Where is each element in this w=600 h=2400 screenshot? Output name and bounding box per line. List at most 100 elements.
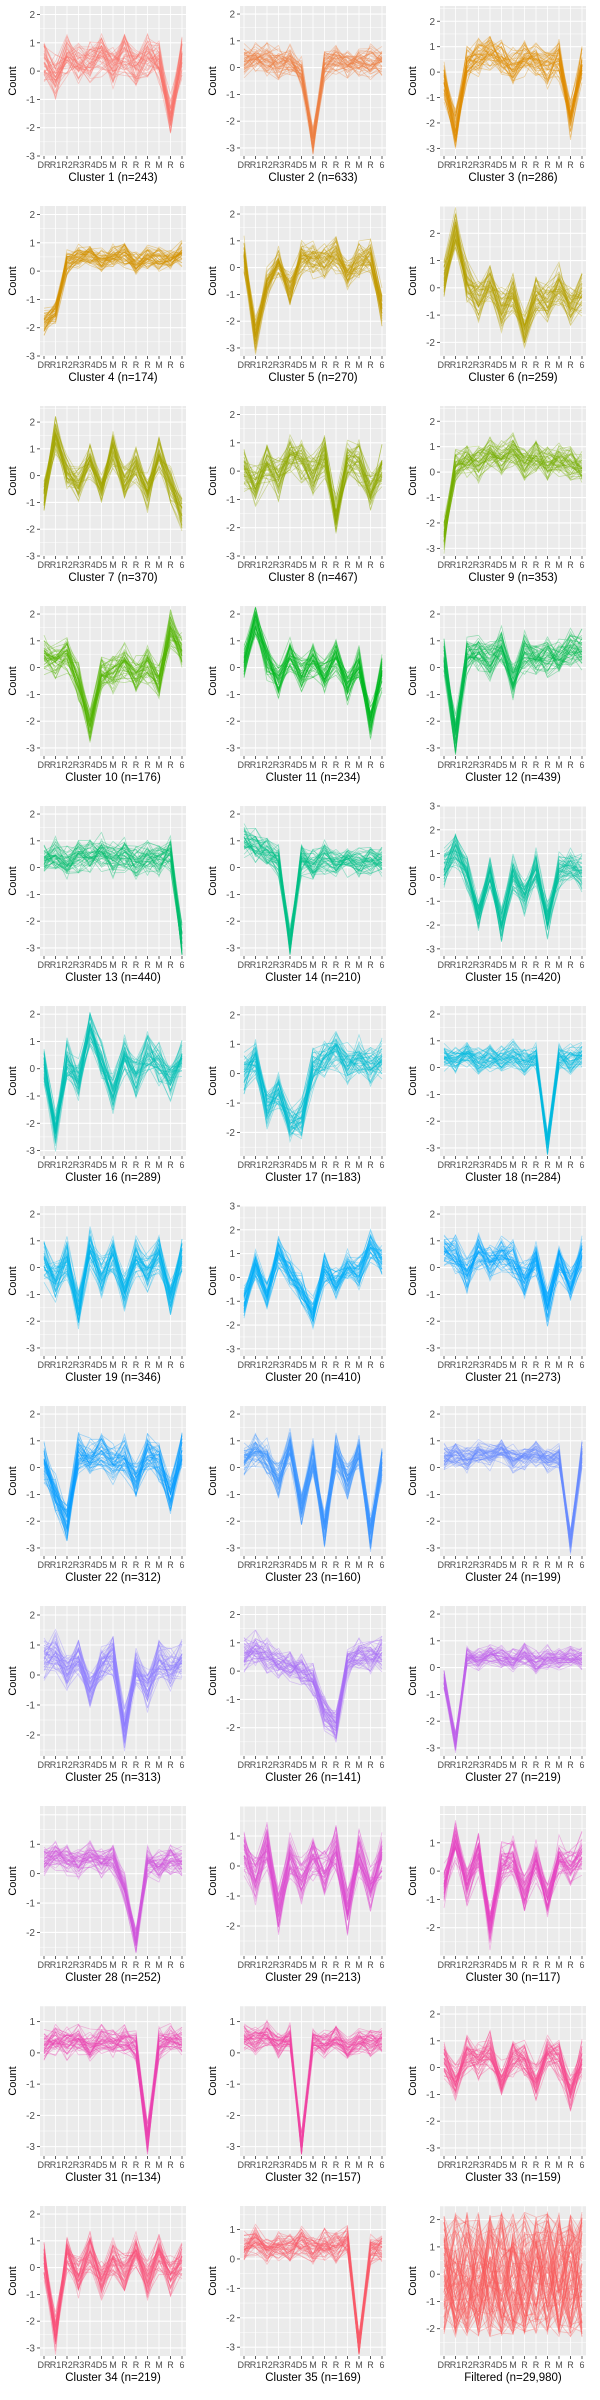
- gene-trace: [243, 1239, 383, 1316]
- gene-trace: [243, 1639, 383, 1731]
- gene-trace: [43, 842, 183, 926]
- y-tick-label: 0: [429, 1263, 435, 1274]
- x-tick-label: M: [355, 160, 363, 170]
- gene-trace: [443, 2222, 583, 2331]
- gene-trace: [443, 1440, 583, 1538]
- gene-trace: [243, 2032, 383, 2149]
- gene-trace: [443, 1045, 583, 1155]
- gene-trace: [243, 236, 383, 321]
- gene-trace: [43, 1238, 183, 1306]
- gene-trace: [243, 1636, 383, 1739]
- x-tick-label: R4: [84, 960, 96, 970]
- y-tick-label: 1: [29, 444, 35, 455]
- gene-trace: [443, 1647, 583, 1745]
- gene-trace: [443, 2229, 583, 2333]
- gene-trace: [43, 441, 183, 523]
- gene-trace: [443, 2042, 583, 2095]
- gene-trace: [443, 2036, 583, 2094]
- y-tick-label: 0: [229, 263, 235, 274]
- gene-trace: [443, 644, 583, 739]
- gene-trace: [243, 2029, 383, 2143]
- gene-trace: [43, 1235, 183, 1311]
- gene-trace: [243, 243, 383, 328]
- gene-trace: [43, 252, 183, 319]
- x-tick-label: R: [121, 1360, 128, 1370]
- y-axis-title: Count: [7, 1466, 19, 1495]
- gene-trace: [443, 1643, 583, 1748]
- x-tick-label: R: [344, 360, 351, 370]
- gene-trace: [443, 631, 583, 752]
- gene-trace: [443, 1652, 583, 1749]
- gene-trace: [43, 1848, 183, 1943]
- gene-trace: [43, 2032, 182, 2146]
- gene-trace: [243, 1247, 383, 1320]
- gene-trace: [243, 43, 383, 134]
- y-tick-label: -3: [26, 1343, 35, 1354]
- gene-trace: [243, 1251, 383, 1313]
- gene-trace: [443, 1644, 583, 1738]
- x-tick-label: R3: [473, 1160, 485, 1170]
- gene-trace: [243, 1248, 383, 1325]
- gene-trace: [243, 631, 383, 732]
- gene-trace: [243, 1247, 383, 1331]
- gene-trace: [443, 1045, 583, 1146]
- series-lines: [443, 431, 583, 554]
- y-tick-label: -3: [226, 343, 235, 354]
- gene-trace: [243, 1439, 383, 1547]
- gene-trace: [443, 240, 583, 327]
- gene-trace: [243, 836, 383, 955]
- gene-trace: [243, 1241, 383, 1317]
- gene-trace: [43, 434, 183, 506]
- gene-trace: [243, 444, 383, 522]
- gene-trace: [243, 1836, 383, 1914]
- gene-trace: [43, 2239, 183, 2341]
- x-tick-label: R3: [73, 1160, 85, 1170]
- gene-trace: [243, 1836, 383, 1912]
- gene-trace: [243, 633, 383, 723]
- gene-trace: [43, 1240, 183, 1308]
- x-tick-label: R: [133, 1960, 140, 1970]
- gene-trace: [43, 844, 183, 955]
- x-tick-label: D5: [496, 1760, 508, 1770]
- gene-trace: [443, 1234, 583, 1301]
- y-tick-label: 2: [429, 1210, 435, 1221]
- gene-trace: [243, 628, 383, 721]
- gene-trace: [243, 1837, 383, 1911]
- gene-trace: [243, 235, 383, 347]
- gene-trace: [443, 2048, 583, 2092]
- gene-trace: [243, 1050, 383, 1125]
- x-tick-label: R: [321, 1560, 328, 1570]
- gene-trace: [243, 842, 383, 947]
- gene-trace: [243, 2028, 383, 2155]
- gene-trace: [243, 2024, 383, 2143]
- gene-trace: [43, 1647, 183, 1726]
- gene-trace: [243, 1232, 383, 1304]
- gene-trace: [43, 2230, 183, 2326]
- gene-trace: [43, 625, 183, 727]
- gene-trace: [43, 1041, 183, 1135]
- y-tick-label: -3: [426, 544, 435, 555]
- gene-trace: [443, 835, 583, 928]
- gene-trace: [43, 1657, 183, 1726]
- gene-trace: [243, 243, 383, 345]
- gene-trace: [43, 2023, 183, 2144]
- gene-trace: [43, 1642, 183, 1711]
- gene-trace: [43, 639, 183, 715]
- x-tick-label: M: [555, 1560, 563, 1570]
- gene-trace: [43, 1649, 183, 1726]
- gene-trace: [443, 1827, 583, 1928]
- gene-trace: [443, 644, 583, 727]
- gene-trace: [243, 624, 383, 705]
- gene-trace: [243, 50, 383, 140]
- gene-trace: [443, 1242, 583, 1322]
- gene-trace: [43, 248, 183, 325]
- x-tick-label: DR: [438, 1560, 451, 1570]
- y-tick-label: -2: [226, 117, 235, 128]
- gene-trace: [443, 1237, 583, 1321]
- gene-trace: [43, 2234, 183, 2335]
- gene-trace: [443, 638, 583, 728]
- gene-trace: [443, 243, 583, 343]
- x-tick-label: R: [121, 760, 128, 770]
